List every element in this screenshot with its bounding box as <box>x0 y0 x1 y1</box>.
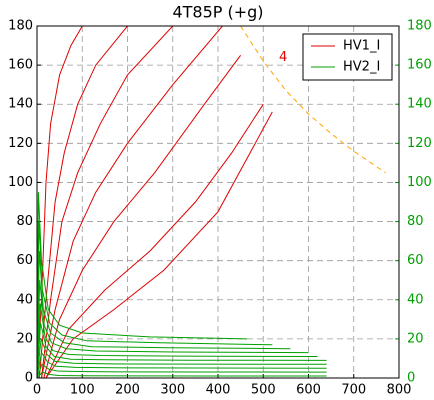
y-tick-label: 120 <box>8 136 33 151</box>
y2-tick-label: 0 <box>407 371 415 386</box>
x-tick-label: 300 <box>160 383 185 398</box>
x-tick-label: 600 <box>296 383 321 398</box>
y-tick-label: 80 <box>16 214 33 229</box>
legend-label: HV2_I <box>343 60 380 75</box>
curve <box>37 303 318 378</box>
curve <box>37 338 327 378</box>
y2-tick-label: 20 <box>407 331 424 346</box>
y-tick-label: 40 <box>16 292 33 307</box>
y2-tick-label: 160 <box>407 58 432 73</box>
curve <box>37 323 327 378</box>
chart-title: 4T85P (+g) <box>172 3 263 22</box>
y-tick-label: 180 <box>8 19 33 34</box>
y2-tick-label: 40 <box>407 292 424 307</box>
x-tick-label: 100 <box>70 383 95 398</box>
curve <box>37 280 309 378</box>
curve <box>37 192 248 378</box>
plot-lines <box>37 26 386 378</box>
x-tick-label: 500 <box>251 383 276 398</box>
curve <box>37 351 327 378</box>
y2-tick-label: 120 <box>407 136 432 151</box>
legend: HV1_I HV2_I <box>302 33 393 81</box>
y2-tick-label: 60 <box>407 253 424 268</box>
y2-tick-label: 100 <box>407 175 432 190</box>
y-tick-label: 60 <box>16 253 33 268</box>
y-tick-label: 0 <box>25 371 33 386</box>
x-tick-label: 700 <box>341 383 366 398</box>
y2-tick-label: 140 <box>407 97 432 112</box>
x-tick-label: 200 <box>115 383 140 398</box>
curve <box>45 103 264 378</box>
y2-tick-label: 180 <box>407 19 432 34</box>
plot-frame <box>36 25 400 379</box>
curve <box>41 26 174 378</box>
x-tick-label: 800 <box>387 383 412 398</box>
y-tick-label: 20 <box>16 331 33 346</box>
x-tick-label: 0 <box>33 383 41 398</box>
curve <box>37 250 291 378</box>
curve <box>43 55 242 378</box>
dissipation-limit <box>240 26 386 174</box>
curve <box>45 111 273 378</box>
annotation: 4 <box>279 50 287 65</box>
legend-box <box>302 33 393 81</box>
y-tick-label: 160 <box>8 58 33 73</box>
y-tick-label: 100 <box>8 175 33 190</box>
curve <box>41 26 223 378</box>
legend-label: HV1_I <box>343 39 380 54</box>
y-tick-label: 140 <box>8 97 33 112</box>
x-tick-label: 400 <box>206 383 231 398</box>
curve <box>37 221 273 378</box>
curve <box>38 26 128 378</box>
y2-tick-label: 80 <box>407 214 424 229</box>
curve <box>37 371 327 378</box>
curve <box>37 363 327 378</box>
